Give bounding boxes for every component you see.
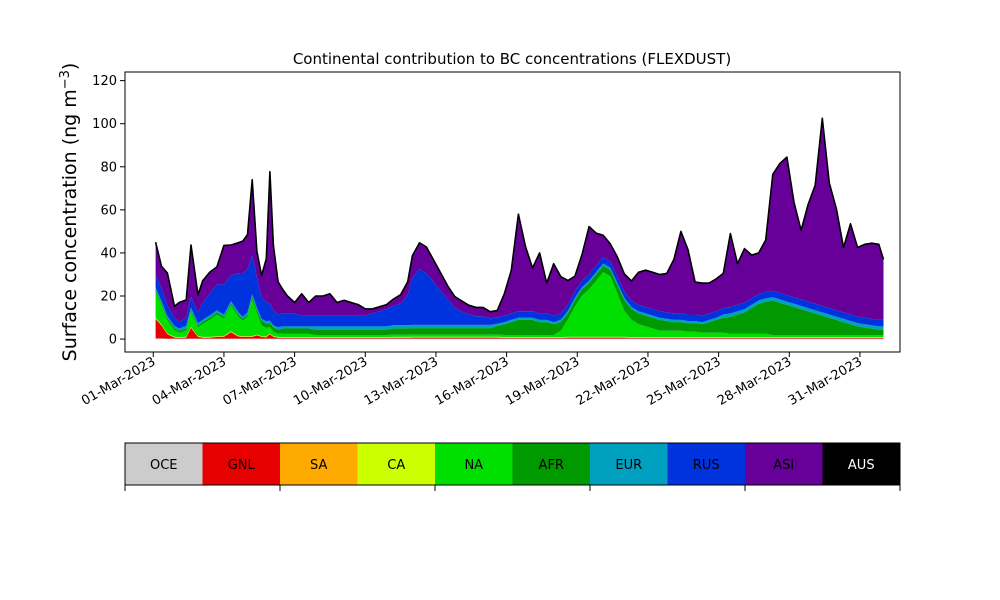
- legend-label-asi: ASI: [773, 458, 794, 473]
- legend-swatch-na: [435, 443, 513, 485]
- axes-frame: [124, 71, 901, 353]
- total-concentration-line: [154, 117, 885, 313]
- area-series-afr: [155, 265, 884, 335]
- legend-label-rus: RUS: [693, 458, 720, 473]
- legend-colorbar: OCE GNL SA CA NA AFR EUR RUS ASI AUS: [124, 442, 901, 491]
- total-line-layer: [154, 117, 885, 313]
- y-tick-label: 120: [92, 74, 117, 89]
- y-axis-label-main: Surface concentration (ng m: [59, 89, 81, 361]
- y-tick-label: 20: [100, 290, 117, 305]
- y-axis-label: Surface concentration (ng m−3): [58, 63, 82, 362]
- legend-swatch-eur: [590, 443, 668, 485]
- area-series-rus: [155, 255, 884, 329]
- y-tick-label: 40: [100, 246, 117, 261]
- legend-swatch-asi: [745, 443, 823, 485]
- plot-area: [124, 71, 901, 353]
- legend-label-gnl: GNL: [228, 458, 256, 473]
- y-axis: 0 20 40 60 80 100 120: [92, 74, 125, 348]
- y-axis-label-superscript: −3: [58, 70, 73, 89]
- legend-label-sa: SA: [310, 458, 327, 473]
- legend-label-oce: OCE: [150, 458, 178, 473]
- legend-frame: [124, 442, 901, 486]
- legend-swatch-afr: [512, 443, 590, 485]
- y-axis-label-close: ): [59, 63, 81, 70]
- legend-swatch-gnl: [202, 443, 280, 485]
- legend-swatch-ca: [357, 443, 435, 485]
- y-tick-label: 60: [100, 203, 117, 218]
- y-tick-label: 0: [109, 333, 117, 348]
- legend-swatch-rus: [667, 443, 745, 485]
- legend-label-ca: CA: [387, 458, 405, 473]
- area-series-gnl: [155, 319, 884, 339]
- area-series-oce: [155, 338, 884, 340]
- chart-title: Continental contribution to BC concentra…: [293, 50, 731, 68]
- legend-label-aus: AUS: [848, 458, 875, 473]
- legend-swatch-oce: [125, 443, 203, 485]
- y-tick-label: 100: [92, 117, 117, 132]
- y-tick-label: 80: [100, 160, 117, 175]
- legend-label-na: NA: [464, 458, 483, 473]
- legend-swatch-sa: [280, 443, 358, 485]
- area-series-na: [155, 272, 884, 338]
- legend-swatch-aus: [822, 443, 900, 485]
- legend-label-afr: AFR: [539, 458, 564, 473]
- legend-label-eur: EUR: [615, 458, 642, 473]
